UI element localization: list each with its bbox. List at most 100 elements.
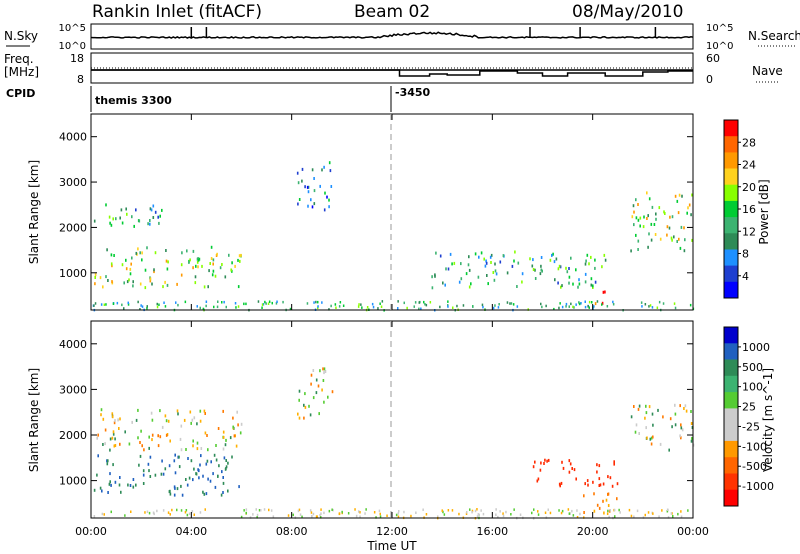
scatter-cell xyxy=(229,436,232,440)
scatter-cell xyxy=(674,306,677,310)
scatter-cell xyxy=(561,284,563,288)
scatter-cell xyxy=(666,508,669,511)
y-tick-label: 1000 xyxy=(59,267,87,280)
scatter-cell xyxy=(511,264,514,268)
scatter-cell xyxy=(575,303,577,306)
colorbar-segment xyxy=(724,200,738,218)
scatter-cell xyxy=(100,413,102,417)
scatter-cell xyxy=(439,305,441,309)
scatter-cell xyxy=(602,290,605,294)
scatter-cell xyxy=(180,263,183,267)
colorbar-segment xyxy=(724,392,738,409)
scatter-cell xyxy=(125,207,127,211)
scatter-cell xyxy=(569,462,572,466)
scatter-cell xyxy=(222,430,225,434)
scatter-cell xyxy=(684,404,687,408)
scatter-cell xyxy=(602,482,605,486)
scatter-cell xyxy=(541,305,543,309)
scatter-cell xyxy=(191,418,194,422)
scatter-cell xyxy=(317,305,319,308)
scatter-cell xyxy=(207,477,209,481)
scatter-cell xyxy=(205,304,207,308)
scatter-cell xyxy=(183,418,186,422)
scatter-cell xyxy=(494,269,497,273)
scatter-cell xyxy=(188,512,191,515)
scatter-cell xyxy=(154,210,157,214)
scatter-cell xyxy=(378,509,381,513)
scatter-cell xyxy=(144,268,147,272)
scatter-cell xyxy=(648,405,651,409)
scatter-cell xyxy=(301,167,304,171)
scatter-cell xyxy=(567,508,570,511)
colorbar-segment xyxy=(724,152,738,170)
scatter-cell xyxy=(328,198,330,202)
scatter-cell xyxy=(674,412,677,416)
scatter-cell xyxy=(559,265,562,269)
scatter-cell xyxy=(537,510,539,513)
scatter-cell xyxy=(103,513,105,516)
nave-line xyxy=(91,69,693,77)
scatter-cell xyxy=(195,264,197,268)
scatter-cell xyxy=(243,302,245,306)
scatter-cell xyxy=(206,459,209,463)
scatter-cell xyxy=(245,511,247,515)
freq-left-tick-bottom: 8 xyxy=(77,73,84,86)
scatter-cell xyxy=(204,508,206,511)
scatter-cell xyxy=(498,303,500,306)
scatter-cell xyxy=(217,427,220,430)
scatter-cell xyxy=(146,510,149,513)
scatter-cell xyxy=(156,305,159,309)
scatter-cell xyxy=(329,169,332,173)
scatter-cell xyxy=(439,254,442,258)
scatter-cell xyxy=(111,264,113,268)
scatter-cell xyxy=(112,430,115,434)
scatter-cell xyxy=(144,511,146,514)
scatter-cell xyxy=(258,509,261,512)
scatter-cell xyxy=(304,392,306,396)
scatter-cell xyxy=(606,305,609,308)
scatter-cell xyxy=(100,408,103,412)
scatter-cell xyxy=(558,482,561,486)
scatter-cell xyxy=(543,462,545,465)
scatter-cell xyxy=(642,225,645,229)
scatter-cell xyxy=(94,302,97,305)
scatter-cell xyxy=(110,262,113,266)
scatter-cell xyxy=(146,246,148,250)
scatter-cell xyxy=(221,470,223,474)
scatter-cell xyxy=(100,303,103,306)
scatter-cell xyxy=(612,300,614,304)
scatter-cell xyxy=(160,472,163,476)
scatter-cell xyxy=(434,274,436,278)
scatter-cell xyxy=(109,472,111,476)
scatter-cell xyxy=(224,443,227,447)
scatter-cell xyxy=(371,302,374,306)
scatter-cell xyxy=(120,490,122,494)
scatter-cell xyxy=(575,477,577,481)
scatter-cell xyxy=(480,251,483,255)
scatter-cell xyxy=(671,238,673,242)
scatter-cell xyxy=(157,444,160,448)
scatter-cell xyxy=(141,251,143,255)
scatter-cell xyxy=(206,434,208,437)
scatter-cell xyxy=(588,262,590,266)
scatter-cell xyxy=(561,305,564,309)
scatter-cell xyxy=(93,488,96,492)
scatter-cell xyxy=(303,416,305,420)
scatter-cell xyxy=(108,482,111,486)
colorbar-tick-label: 25 xyxy=(742,401,756,414)
scatter-cell xyxy=(652,423,654,427)
scatter-cell xyxy=(129,267,132,271)
scatter-cell xyxy=(397,512,400,515)
scatter-cell xyxy=(602,499,604,503)
scatter-cell xyxy=(476,515,479,518)
colorbar-segment xyxy=(724,327,738,344)
scatter-cell xyxy=(196,305,198,308)
scatter-cell xyxy=(317,300,319,304)
scatter-cell xyxy=(93,515,96,518)
scatter-cell xyxy=(633,210,635,214)
scatter-cell xyxy=(96,473,98,477)
scatter-cell xyxy=(156,302,158,306)
scatter-cell xyxy=(102,443,104,446)
scatter-cell xyxy=(212,262,214,266)
